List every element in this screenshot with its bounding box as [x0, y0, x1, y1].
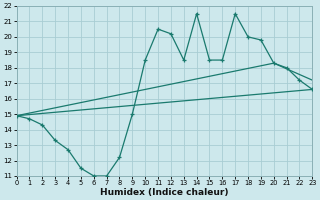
X-axis label: Humidex (Indice chaleur): Humidex (Indice chaleur) [100, 188, 229, 197]
